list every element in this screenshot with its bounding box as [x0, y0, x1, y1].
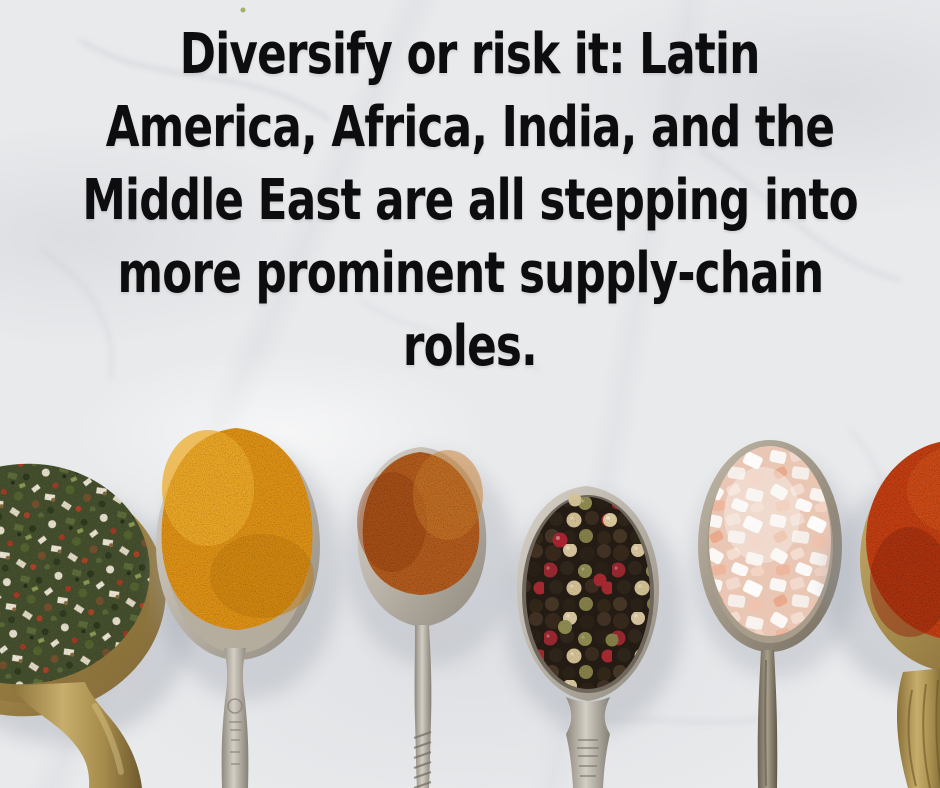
- headline-line-5: roles.: [402, 314, 538, 379]
- spoon-herb-blend: [0, 449, 194, 788]
- spoon-handle: [757, 650, 778, 788]
- headline: Diversify or risk it: Latin America, Afr…: [0, 18, 940, 383]
- spoon-chili: [824, 440, 940, 788]
- spoon-handle: [897, 668, 940, 788]
- handle-engraving: [577, 739, 599, 777]
- spoon-handle: [10, 682, 142, 788]
- spoon-handle-neck: [566, 697, 610, 734]
- handle-engraving: [227, 698, 243, 765]
- headline-line-1: Diversify or risk it: Latin: [180, 22, 761, 87]
- headline-line-3: Middle East are all stepping into: [82, 168, 858, 233]
- headline-line-2: America, Africa, India, and the: [105, 95, 835, 160]
- spoon-handle: [221, 648, 249, 788]
- spoon-peppercorns: [504, 486, 684, 788]
- spoon-pink-salt: [692, 440, 860, 788]
- headline-line-4: more prominent supply-chain: [117, 241, 824, 306]
- spoon-turmeric: [154, 428, 342, 788]
- handle-twist: [413, 731, 432, 788]
- herb-speck: [240, 7, 246, 13]
- spoon-curry: [344, 447, 516, 788]
- spoon-handle: [566, 734, 610, 788]
